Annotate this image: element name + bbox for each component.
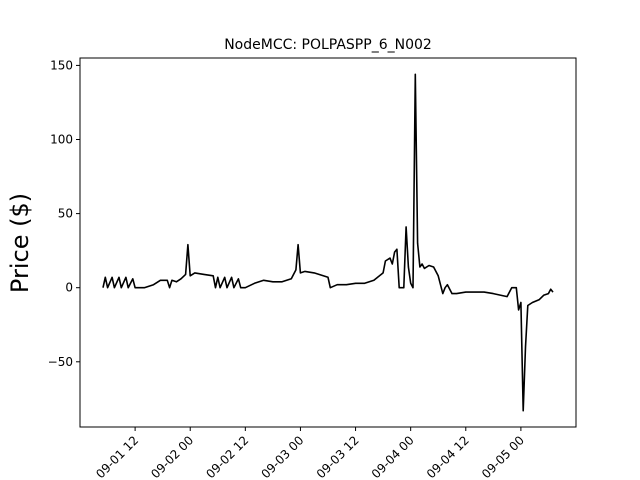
y-axis-label: Price ($) bbox=[6, 193, 34, 293]
y-ticks: 150 100 50 0 −50 bbox=[48, 58, 80, 369]
y-tick-label: 150 bbox=[50, 58, 73, 72]
y-tick-label: −50 bbox=[48, 355, 73, 369]
series-line-1 bbox=[102, 73, 554, 412]
plot-frame bbox=[79, 57, 577, 428]
y-tick-label: 100 bbox=[50, 133, 73, 147]
y-tick-label: 50 bbox=[58, 207, 73, 221]
chart-title: NodeMCC: POLPASPP_6_N002 bbox=[224, 37, 432, 53]
series-layer bbox=[102, 73, 554, 412]
y-tick-label: 0 bbox=[65, 281, 73, 295]
